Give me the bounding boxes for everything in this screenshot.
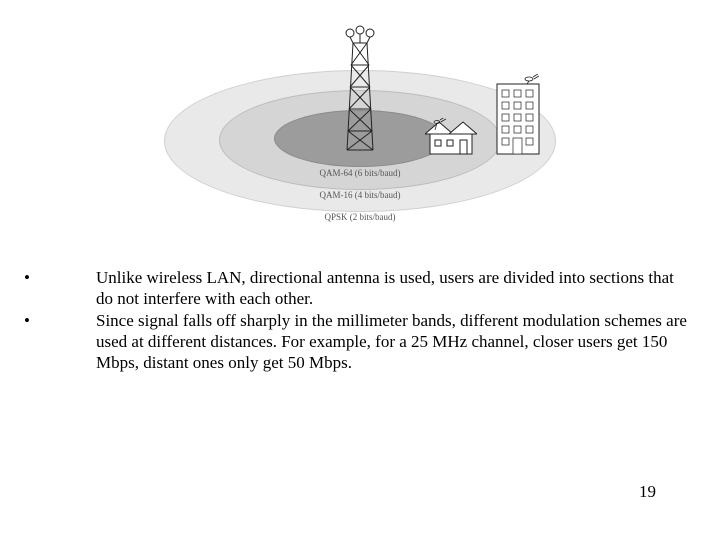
label-qpsk: QPSK (2 bits/baud) (324, 212, 395, 222)
bullet-text: Since signal falls off sharply in the mi… (96, 311, 690, 373)
office-building-icon (493, 74, 543, 161)
label-qam64: QAM-64 (6 bits/baud) (320, 168, 401, 178)
antenna-tower-icon (342, 25, 378, 155)
bullet-marker: • (24, 311, 96, 373)
modulation-zones-diagram: QAM-64 (6 bits/baud) QAM-16 (4 bits/baud… (155, 20, 565, 225)
house-icon (425, 118, 477, 161)
page-number: 19 (639, 482, 656, 502)
bullet-marker: • (24, 268, 96, 309)
label-qam16: QAM-16 (4 bits/baud) (320, 190, 401, 200)
bullet-item: • Since signal falls off sharply in the … (24, 311, 690, 373)
bullet-list: • Unlike wireless LAN, directional anten… (24, 268, 690, 376)
bullet-item: • Unlike wireless LAN, directional anten… (24, 268, 690, 309)
bullet-text: Unlike wireless LAN, directional antenna… (96, 268, 690, 309)
